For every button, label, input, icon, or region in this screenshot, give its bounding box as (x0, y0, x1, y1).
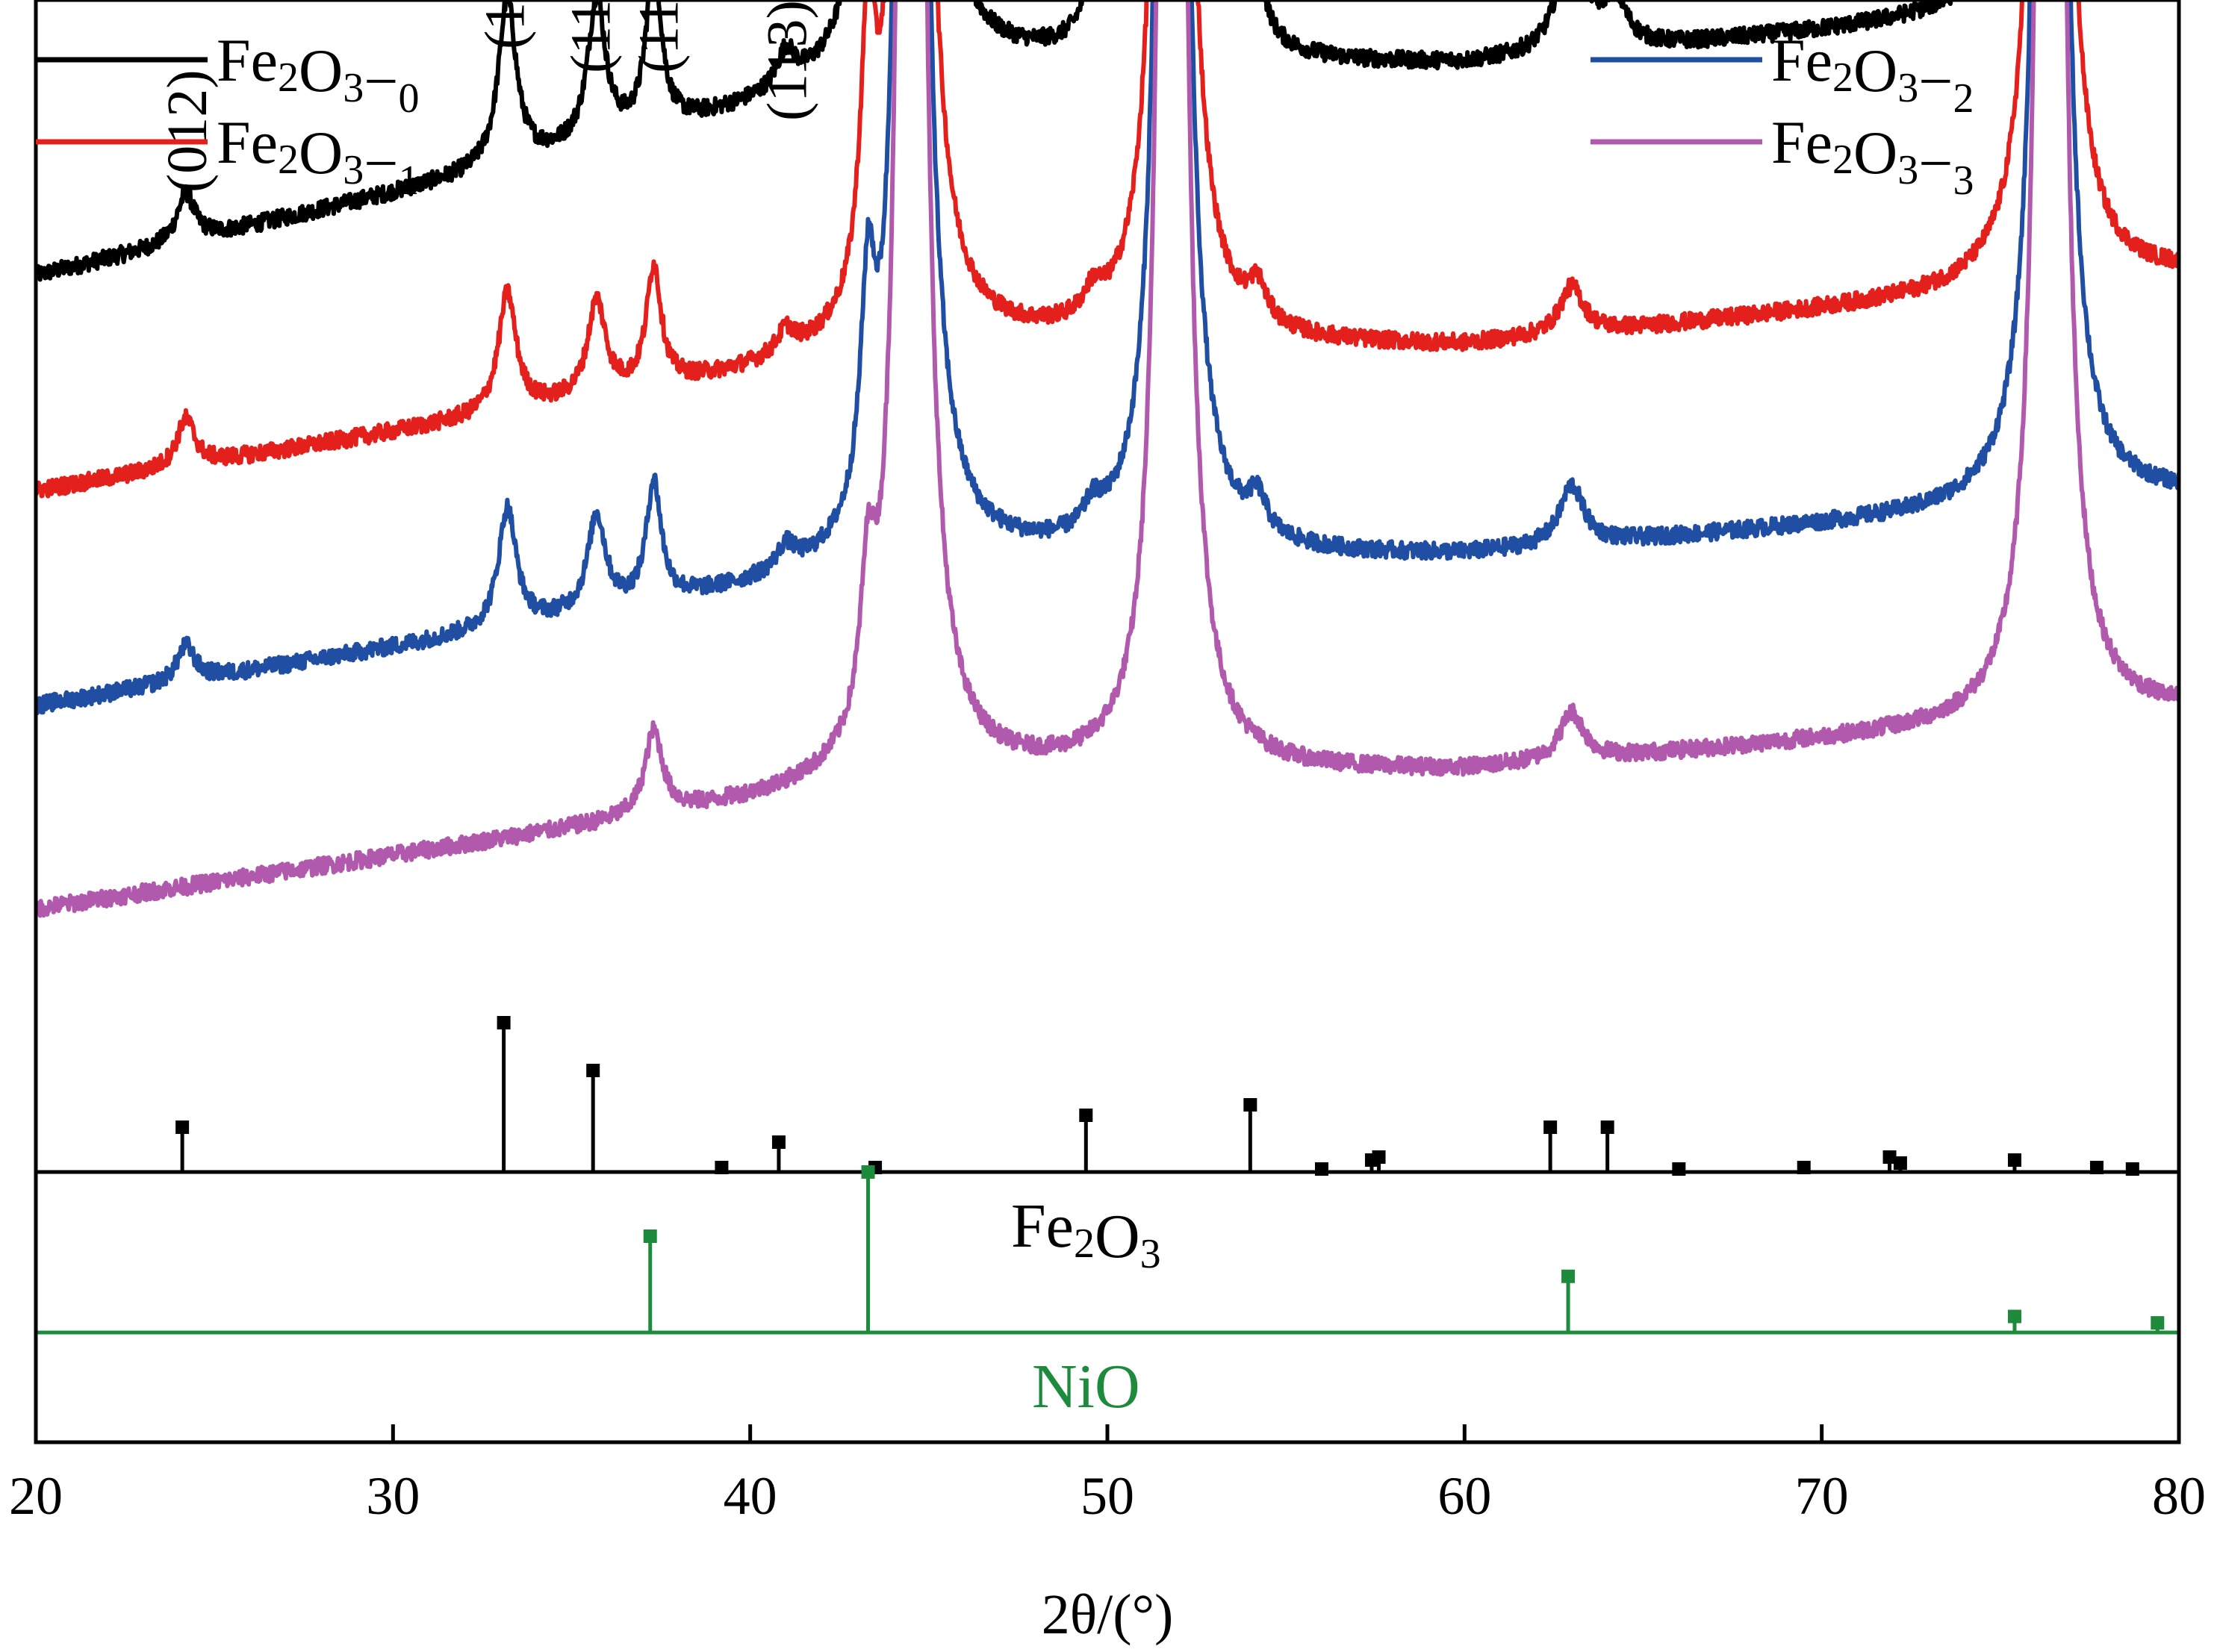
series-line-fe2o3-2 (36, 0, 2179, 715)
ref-marker-fe2o3 (1315, 1162, 1328, 1176)
x-tick-label: 80 (2152, 1466, 2206, 1526)
hkl-label: (110) (559, 0, 622, 73)
ref-marker-fe2o3 (1882, 1150, 1897, 1164)
ref-marker-nio (2151, 1316, 2165, 1330)
ref-marker-fe2o3 (771, 1135, 786, 1149)
hkl-label: (113) (756, 0, 819, 121)
ref-marker-fe2o3 (1672, 1162, 1686, 1176)
ref-marker-fe2o3 (2089, 1161, 2103, 1174)
ref-marker-fe2o3 (175, 1120, 190, 1134)
hkl-label: (104) (474, 0, 537, 49)
series-line-fe2o3-3 (36, 0, 2179, 918)
ref-marker-fe2o3 (586, 1064, 600, 1077)
ref-marker-nio (1561, 1269, 1576, 1283)
x-tick-label: 60 (1437, 1466, 1491, 1526)
ref-marker-fe2o3 (2007, 1153, 2021, 1167)
x-axis-title: 2θ/(°) (1042, 1583, 1174, 1646)
ref-marker-fe2o3 (1243, 1098, 1257, 1112)
legend-item-fe2o3-2: Fe2O3−2 (1591, 26, 1974, 122)
hkl-label: (111) (627, 0, 690, 73)
legend-label: Fe2O3−3 (1771, 108, 1974, 204)
series-line-fe2o3-0 (36, 0, 1959, 282)
ref-marker-fe2o3 (2125, 1162, 2139, 1176)
legend-label: Fe2O3−1 (217, 108, 419, 204)
legend-label: Fe2O3−2 (1771, 26, 1974, 122)
ref-marker-fe2o3 (1797, 1161, 1811, 1174)
legend-label: Fe2O3−0 (217, 26, 419, 122)
x-tick-label: 70 (1795, 1466, 1849, 1526)
x-tick-label: 40 (724, 1466, 777, 1526)
x-tick-label: 20 (9, 1466, 63, 1526)
ref-marker-nio (2007, 1309, 2021, 1324)
reference-patterns: Fe2O3 NiO (36, 1016, 2179, 1421)
legend-item-fe2o3-1: Fe2O3−1 (36, 108, 419, 204)
x-tick-label: 30 (366, 1466, 420, 1526)
hkl-label: (012) (156, 69, 219, 193)
ref-marker-fe2o3 (1893, 1156, 1907, 1170)
ref-label-nio: NiO (1032, 1352, 1140, 1421)
ref-marker-nio (861, 1165, 875, 1179)
ref-marker-fe2o3 (1372, 1150, 1386, 1164)
series-layer (36, 0, 2179, 918)
ref-marker-fe2o3 (1079, 1109, 1093, 1122)
ref-marker-nio (643, 1229, 657, 1243)
hkl-labels: (012)(104)(110)(111)(113)(200)(024)(116)… (156, 0, 819, 193)
x-axis: 20 30 40 50 60 70 80 (9, 1424, 2206, 1526)
legend-item-fe2o3-3: Fe2O3−3 (1591, 108, 1974, 204)
series-line-fe2o3-1 (36, 0, 2179, 499)
x-tick-label: 50 (1080, 1466, 1134, 1526)
ref-label-fe2o3: Fe2O3 (1011, 1191, 1161, 1277)
ref-marker-fe2o3 (715, 1161, 729, 1174)
ref-marker-fe2o3 (1600, 1120, 1614, 1134)
ref-marker-fe2o3 (1543, 1120, 1558, 1134)
ref-marker-fe2o3 (497, 1016, 511, 1029)
legend-item-fe2o3-0: Fe2O3−0 (36, 26, 419, 122)
